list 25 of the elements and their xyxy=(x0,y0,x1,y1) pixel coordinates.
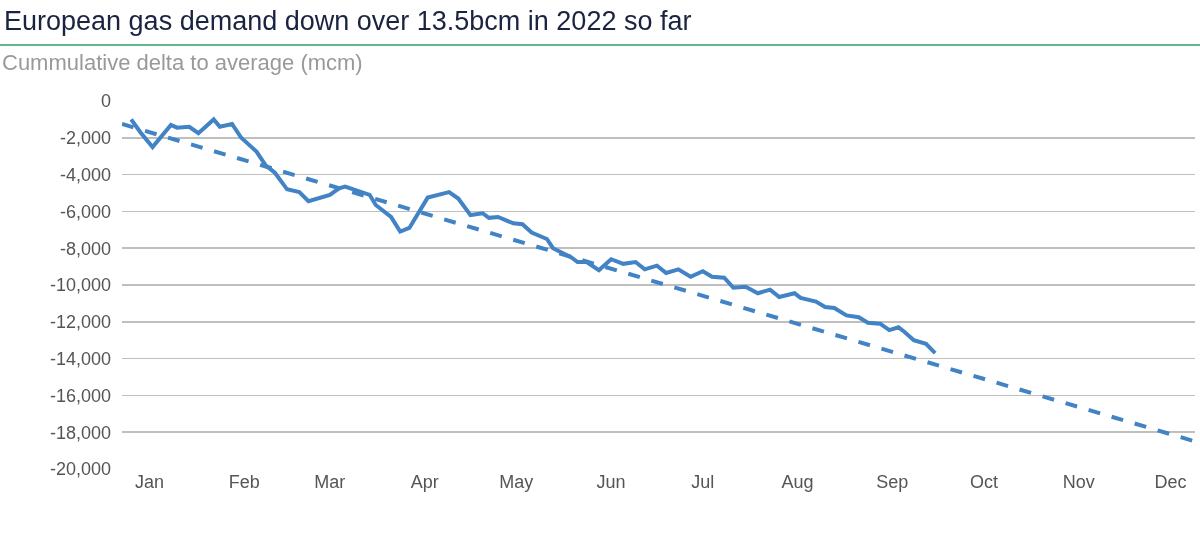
x-tick-label: Apr xyxy=(410,472,439,492)
x-tick-label: Jul xyxy=(691,472,715,492)
x-tick-label: May xyxy=(499,472,534,492)
x-tick-label: Aug xyxy=(781,472,814,492)
y-tick-label: -12,000 xyxy=(49,312,111,333)
y-tick-label: -6,000 xyxy=(59,201,111,222)
chart-title: European gas demand down over 13.5bcm in 2022 so far xyxy=(4,6,692,37)
x-tick-label: Jun xyxy=(596,472,626,492)
y-tick-label: -10,000 xyxy=(49,275,111,296)
x-tick-label: Oct xyxy=(970,472,999,492)
x-tick-label: Dec xyxy=(1154,472,1187,492)
x-tick-label: Jan xyxy=(134,472,165,492)
x-tick-label: Sep xyxy=(876,472,909,492)
y-tick-label: -16,000 xyxy=(49,385,111,406)
chart-subtitle: Cummulative delta to average (mcm) xyxy=(2,50,363,76)
y-tick-label: -20,000 xyxy=(49,459,111,480)
y-tick-label: -18,000 xyxy=(49,422,111,443)
y-tick-label: -2,000 xyxy=(59,128,111,149)
x-tick-label: Feb xyxy=(228,472,260,492)
y-tick-label: -4,000 xyxy=(59,164,111,185)
y-tick-label: -14,000 xyxy=(49,348,111,369)
x-tick-label: Mar xyxy=(314,472,346,492)
x-tick-label: Nov xyxy=(1062,472,1095,492)
y-tick-label: -8,000 xyxy=(59,238,111,259)
y-tick-label: 0 xyxy=(100,91,111,112)
